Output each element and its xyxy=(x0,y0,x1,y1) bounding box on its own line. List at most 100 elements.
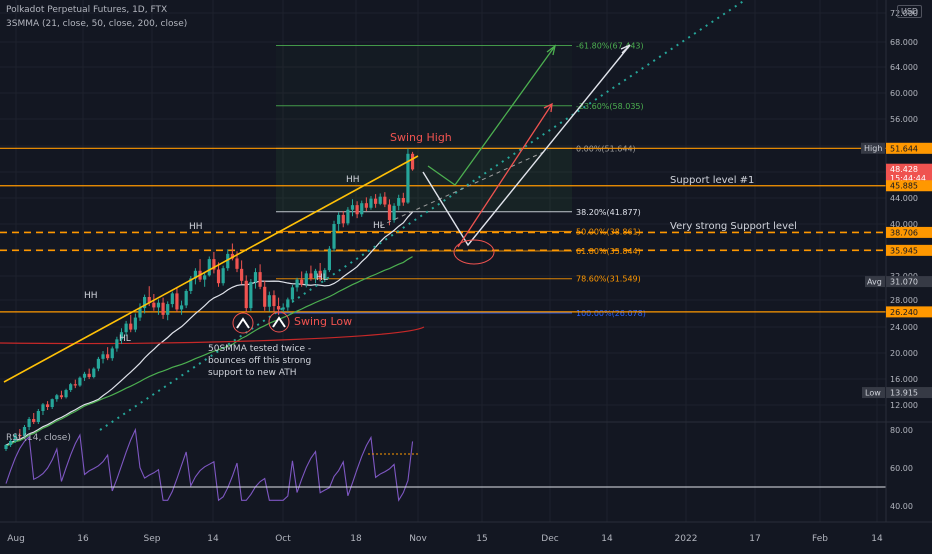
rsi-line xyxy=(5,427,414,502)
candle-body xyxy=(267,295,271,307)
candle-body xyxy=(364,203,368,208)
avg-price-tag-bg xyxy=(886,276,932,288)
projection-red xyxy=(457,103,553,248)
price-tick: 60.000 xyxy=(890,89,918,98)
candle-body xyxy=(143,297,147,309)
candle-body xyxy=(401,198,405,203)
candle-body xyxy=(179,305,184,310)
time-tick: 2022 xyxy=(675,534,698,544)
rsi-tick: 80.00 xyxy=(890,426,913,435)
test-circle-1 xyxy=(232,312,254,334)
time-tick: Aug xyxy=(7,534,25,544)
indicator-legend[interactable]: 3SMMA (21, close, 50, close, 200, close) xyxy=(6,19,188,29)
time-tick: 14 xyxy=(601,534,613,544)
last-price-tag-bg xyxy=(886,142,932,154)
rsi-tick: 40.00 xyxy=(890,502,913,511)
candle-body xyxy=(87,373,91,378)
avg-label-bg xyxy=(865,276,885,288)
candle-body xyxy=(156,302,161,308)
time-tick: 17 xyxy=(749,534,760,544)
price-tick: 44.000 xyxy=(890,194,918,203)
currency-badge[interactable]: USD xyxy=(897,5,923,18)
candle-body xyxy=(73,384,77,386)
hh-label: HH xyxy=(84,291,98,301)
candle-body xyxy=(410,153,415,170)
candle-body xyxy=(166,304,170,315)
candle-body xyxy=(101,354,105,359)
time-tick: 14 xyxy=(207,534,219,544)
candle-body xyxy=(161,302,165,315)
price-tick: 64.000 xyxy=(890,63,918,72)
hl-label: HL xyxy=(119,334,131,344)
candle-body xyxy=(50,399,54,407)
candle-body xyxy=(189,278,193,291)
candle-body xyxy=(392,205,396,221)
hl-label: HL xyxy=(373,221,385,231)
candle-body xyxy=(327,248,331,271)
swing-high-label: Swing High xyxy=(390,131,452,144)
candle-body xyxy=(64,390,68,398)
candle-body xyxy=(286,299,290,308)
hh-label: HH xyxy=(189,222,203,232)
candle-body xyxy=(41,404,45,411)
sma21-line xyxy=(5,211,413,446)
rising-wedge-line xyxy=(3,155,419,383)
note-line: support to new ATH xyxy=(208,368,297,378)
last-price-tag: 51.644 xyxy=(890,144,918,153)
avg-price-tag: 31.070 xyxy=(890,278,918,287)
low-price-tag: 13.915 xyxy=(890,389,918,398)
rsi-tick: 60.00 xyxy=(890,464,913,473)
candle-body xyxy=(59,395,64,398)
support-lines xyxy=(0,147,886,313)
long-term-trendline xyxy=(99,0,746,431)
arrow-head-green xyxy=(546,44,557,56)
candle-body xyxy=(82,373,87,378)
strong-support-label: Very strong Support level xyxy=(670,221,797,232)
candle-body xyxy=(341,214,345,224)
candle-body xyxy=(337,214,341,224)
candle-body xyxy=(346,209,350,224)
time-tick: Feb xyxy=(812,534,828,544)
current-price-tag-bg xyxy=(886,163,932,184)
drawings: Swing High Swing Low Support level #1 Very … xyxy=(3,0,797,431)
candle-body xyxy=(360,203,364,215)
swing-low-tag: 26.240 xyxy=(890,308,918,317)
candle-body xyxy=(106,354,110,359)
candle-body xyxy=(207,259,211,276)
candle-body xyxy=(92,368,96,378)
candle-body xyxy=(272,295,276,307)
candle-body xyxy=(4,445,8,449)
fib-label: 50.00%(38.861) xyxy=(576,227,641,236)
rsi-legend[interactable]: RSI (14, close) xyxy=(6,433,71,443)
note-line: bounces off this strong xyxy=(208,356,311,366)
target-ellipse xyxy=(453,239,495,265)
fib-label: 100.00%(26.078) xyxy=(576,309,646,318)
projection-white xyxy=(422,44,631,247)
price-tick: 68.000 xyxy=(890,38,918,47)
support-trendline xyxy=(379,149,549,227)
time-tick: Nov xyxy=(409,534,427,544)
candle-body xyxy=(290,287,295,300)
low-label-bg xyxy=(862,387,885,399)
candle-body xyxy=(212,259,216,270)
low-price-tag-bg xyxy=(886,387,932,399)
support2-tag: 38.706 xyxy=(890,228,918,237)
candle-body xyxy=(383,196,387,205)
candle-body xyxy=(318,270,322,279)
candle-body xyxy=(119,332,124,340)
current-price-tag-countdown: 15:44:44 xyxy=(890,174,926,183)
test-circle-2 xyxy=(268,311,290,333)
candle-body xyxy=(18,435,22,436)
support3-tag: 35.945 xyxy=(890,246,918,255)
candle-body xyxy=(332,224,336,249)
price-tick: 20.000 xyxy=(890,349,918,358)
note-line: 50SMMA tested twice - xyxy=(208,344,311,354)
candle-body xyxy=(374,198,378,204)
price-tick: 24.000 xyxy=(890,323,918,332)
price-tick: 56.000 xyxy=(890,115,918,124)
sma50-line xyxy=(5,256,413,447)
moving-averages xyxy=(0,211,425,447)
candle-body xyxy=(263,286,267,307)
high-label: High xyxy=(864,144,882,153)
